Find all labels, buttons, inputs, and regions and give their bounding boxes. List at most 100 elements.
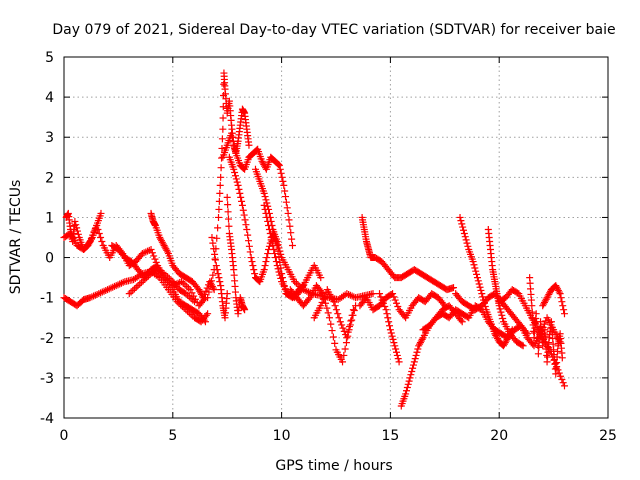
data-point: [260, 266, 268, 274]
data-point: [74, 230, 82, 238]
data-point: [129, 286, 137, 294]
data-point: [461, 233, 469, 241]
data-point: [560, 382, 568, 390]
data-point: [209, 271, 217, 279]
data-point: [211, 250, 219, 258]
data-point: [134, 282, 142, 290]
x-tick-label: 0: [60, 428, 69, 444]
data-point: [534, 350, 542, 358]
data-point: [386, 322, 394, 330]
data-point: [241, 306, 249, 314]
data-point: [473, 274, 481, 282]
data-point: [97, 209, 105, 217]
series-track-2: [60, 221, 209, 310]
data-point: [164, 248, 172, 256]
data-point: [231, 145, 239, 153]
data-point: [317, 274, 325, 282]
data-point: [296, 287, 304, 295]
data-point: [147, 246, 155, 254]
data-point: [237, 193, 245, 201]
data-point: [238, 197, 246, 205]
data-point: [219, 103, 227, 111]
data-point: [209, 284, 217, 292]
series-track-7: [204, 69, 253, 302]
data-point: [98, 238, 106, 246]
x-tick-label: 5: [168, 428, 177, 444]
data-point: [204, 310, 212, 318]
data-point: [330, 298, 338, 306]
data-point: [350, 307, 358, 315]
data-point: [560, 310, 568, 318]
data-point: [262, 196, 270, 204]
data-point: [472, 267, 480, 275]
data-point: [344, 328, 352, 336]
data-point: [183, 282, 191, 290]
data-point: [201, 318, 209, 326]
data-point: [543, 351, 551, 359]
data-point: [201, 290, 209, 298]
data-point: [462, 236, 470, 244]
data-point: [260, 189, 268, 197]
data-point: [519, 342, 527, 350]
x-axis-label: GPS time / hours: [275, 458, 392, 474]
data-point: [409, 364, 417, 372]
data-point: [331, 339, 339, 347]
data-point: [265, 242, 273, 250]
y-tick-label: 5: [45, 50, 54, 66]
data-point: [470, 261, 478, 269]
data-point: [457, 217, 465, 225]
data-point: [541, 326, 549, 334]
data-point: [528, 302, 536, 310]
data-point: [241, 216, 249, 224]
data-point: [132, 283, 140, 291]
data-point: [499, 315, 507, 323]
data-point: [496, 305, 504, 313]
data-point: [210, 286, 218, 294]
data-point: [203, 284, 211, 292]
data-point: [288, 235, 296, 243]
y-tick-label: -4: [40, 411, 54, 427]
data-point: [225, 222, 233, 230]
data-point: [288, 242, 296, 250]
data-point: [479, 293, 487, 301]
data-point: [478, 290, 486, 298]
data-point: [215, 205, 223, 213]
data-point: [322, 299, 330, 307]
data-point: [459, 223, 467, 231]
data-point: [382, 306, 390, 314]
data-point: [394, 302, 402, 310]
data-point: [262, 258, 270, 266]
data-point: [412, 351, 420, 359]
data-point: [385, 318, 393, 326]
data-point: [404, 380, 412, 388]
data-point: [208, 277, 216, 285]
data-point: [286, 222, 294, 230]
data-point: [349, 306, 357, 314]
data-point: [97, 234, 105, 241]
data-point: [231, 172, 239, 180]
data-point: [406, 374, 414, 382]
data-point: [125, 290, 133, 298]
data-point: [136, 280, 144, 288]
data-point: [343, 334, 351, 342]
data-point: [277, 274, 285, 282]
data-point: [206, 282, 214, 290]
series-track-14: [286, 282, 360, 366]
data-point: [245, 141, 253, 149]
series-track-23: [452, 290, 531, 338]
data-point: [148, 249, 156, 257]
data-point: [218, 135, 226, 143]
data-point: [271, 250, 279, 258]
data-point: [151, 255, 159, 263]
data-point: [555, 288, 563, 296]
data-point: [260, 201, 268, 209]
data-point: [369, 290, 377, 298]
data-point: [261, 262, 269, 270]
data-point: [209, 239, 217, 247]
series-track-10: [208, 234, 231, 322]
data-point: [391, 296, 399, 304]
data-point: [340, 351, 348, 359]
data-point: [211, 256, 219, 264]
data-point: [278, 173, 286, 181]
